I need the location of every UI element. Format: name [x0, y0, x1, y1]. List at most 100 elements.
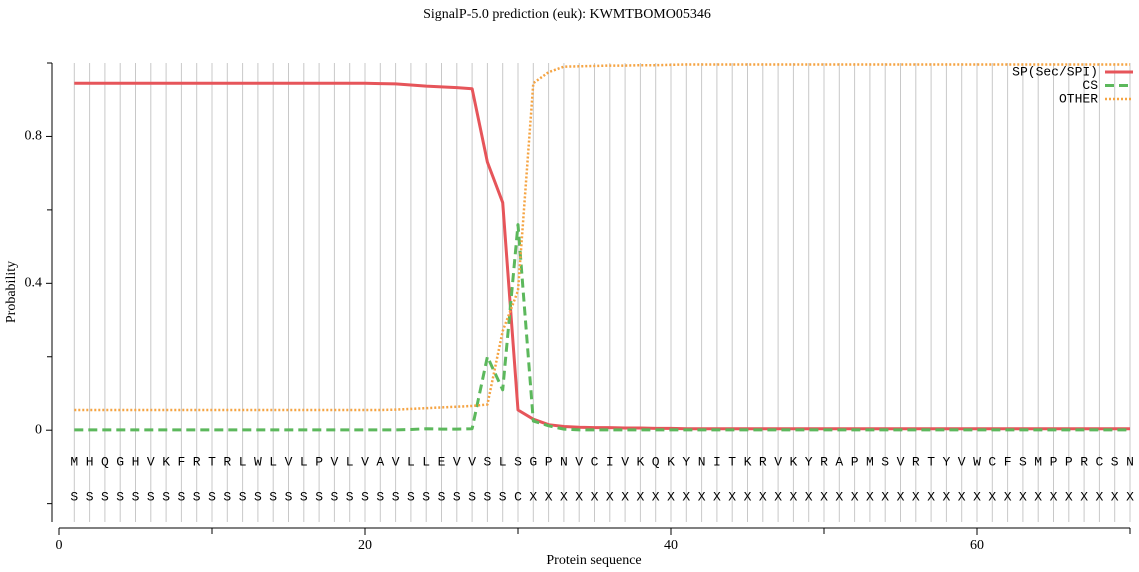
residue: L [269, 454, 277, 469]
y-tick-label: 0.4 [25, 276, 43, 291]
residue: I [606, 454, 614, 469]
annotation: X [1004, 489, 1012, 504]
x-tick-label: 20 [358, 538, 372, 553]
annotation: S [86, 489, 94, 504]
y-axis-label: Probability [4, 261, 19, 323]
residue: P [851, 454, 859, 469]
residue: L [300, 454, 308, 469]
annotation: S [483, 489, 491, 504]
residue: N [698, 454, 706, 469]
annotation: X [988, 489, 996, 504]
residue: T [208, 454, 216, 469]
residue: W [254, 454, 262, 469]
residue: P [1065, 454, 1073, 469]
residue: Y [805, 454, 813, 469]
residue: V [330, 454, 338, 469]
annotation: S [285, 489, 293, 504]
legend-label: SP(Sec/SPI) [1012, 64, 1098, 79]
annotation: X [927, 489, 935, 504]
annotation: X [545, 489, 553, 504]
residue: Y [942, 454, 950, 469]
residue: G [116, 454, 124, 469]
annotation: S [193, 489, 201, 504]
annotation: S [239, 489, 247, 504]
residue: K [636, 454, 644, 469]
residue: C [1095, 454, 1103, 469]
annotation: S [499, 489, 507, 504]
annotation: X [759, 489, 767, 504]
residue: F [177, 454, 185, 469]
residue: P [1050, 454, 1058, 469]
annotation: S [468, 489, 476, 504]
series-line [74, 81, 1130, 431]
residue: L [239, 454, 247, 469]
annotation: S [361, 489, 369, 504]
annotation: S [376, 489, 384, 504]
residue: S [514, 454, 522, 469]
legend-label: OTHER [1059, 91, 1098, 106]
residue: V [361, 454, 369, 469]
residue: S [881, 454, 889, 469]
annotation: X [1050, 489, 1058, 504]
residue: H [86, 454, 94, 469]
annotation: X [560, 489, 568, 504]
annotation: X [744, 489, 752, 504]
residue: Q [101, 454, 109, 469]
residue: R [1080, 454, 1088, 469]
annotation: X [1019, 489, 1027, 504]
annotation: S [177, 489, 185, 504]
residue: A [376, 454, 384, 469]
x-tick-label: 0 [56, 538, 63, 553]
annotation: X [1065, 489, 1073, 504]
x-tick-label: 60 [970, 538, 984, 553]
annotation: X [636, 489, 644, 504]
annotation: X [1034, 489, 1042, 504]
residue: M [70, 454, 78, 469]
residue: F [1004, 454, 1012, 469]
residue: V [897, 454, 905, 469]
annotation: X [958, 489, 966, 504]
annotation: X [682, 489, 690, 504]
residue: H [132, 454, 140, 469]
residue: K [744, 454, 752, 469]
residue: V [958, 454, 966, 469]
residue: M [1034, 454, 1042, 469]
residue: R [912, 454, 920, 469]
annotation: X [1111, 489, 1119, 504]
annotation: S [162, 489, 170, 504]
residue: N [560, 454, 568, 469]
annotation: X [881, 489, 889, 504]
annotation: X [667, 489, 675, 504]
residue: V [392, 454, 400, 469]
series-line [74, 223, 1130, 432]
residue: K [789, 454, 797, 469]
annotation: X [1080, 489, 1088, 504]
annotation: S [132, 489, 140, 504]
annotation: S [422, 489, 430, 504]
annotation: X [1095, 489, 1103, 504]
residue: C [988, 454, 996, 469]
annotation: C [514, 489, 522, 504]
annotation: X [851, 489, 859, 504]
residue: L [499, 454, 507, 469]
residue: W [973, 454, 981, 469]
residue: V [774, 454, 782, 469]
residue: K [667, 454, 675, 469]
series-line [74, 63, 1130, 412]
annotation: S [70, 489, 78, 504]
residue: M [866, 454, 874, 469]
annotation: X [591, 489, 599, 504]
residue: G [529, 454, 537, 469]
annotation: X [575, 489, 583, 504]
residue: S [1019, 454, 1027, 469]
residue: L [422, 454, 430, 469]
annotation: X [805, 489, 813, 504]
annotation: X [835, 489, 843, 504]
annotation: S [223, 489, 231, 504]
annotation: X [973, 489, 981, 504]
residue: R [193, 454, 201, 469]
annotation: X [789, 489, 797, 504]
x-tick-label: 40 [664, 538, 678, 553]
annotation: X [1126, 489, 1134, 504]
